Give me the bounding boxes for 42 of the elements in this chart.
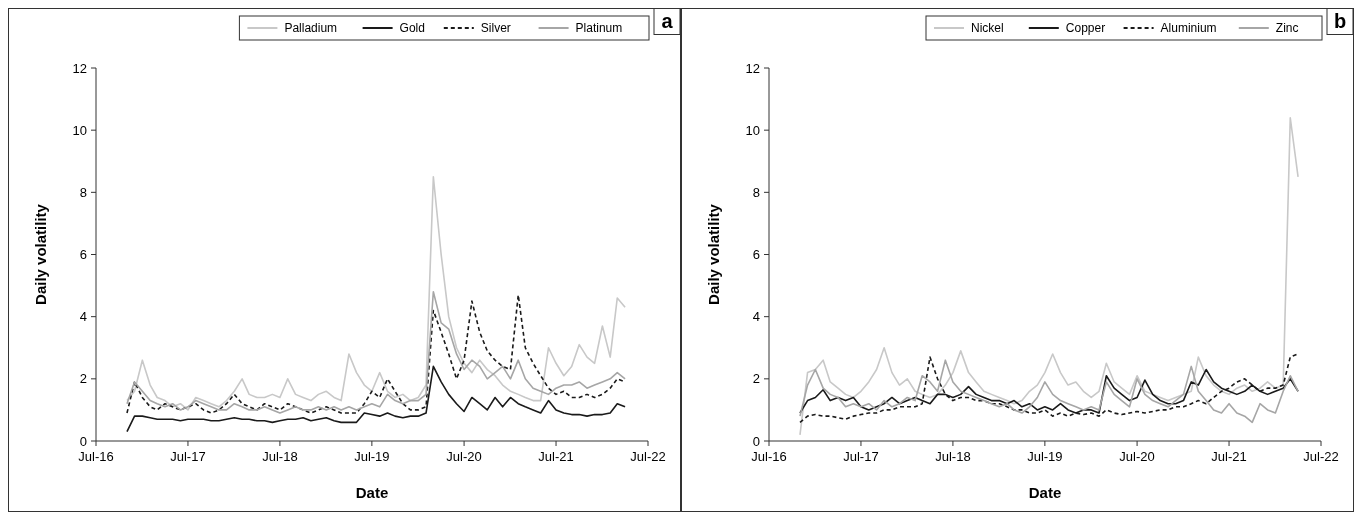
legend-label: Gold: [399, 21, 425, 36]
x-tick-label: Jul-16: [78, 449, 114, 464]
y-tick-label: 4: [752, 309, 760, 325]
y-tick-label: 0: [752, 433, 760, 449]
legend-label: Platinum: [575, 21, 623, 36]
text: b: [1333, 10, 1347, 32]
x-axis-title: Date: [1028, 484, 1062, 501]
y-tick-label: 6: [752, 247, 760, 263]
y-tick-label: 10: [745, 122, 760, 138]
y-tick-label: 12: [745, 60, 760, 76]
y-tick-label: 6: [79, 247, 87, 263]
x-tick-label: Jul-17: [170, 449, 206, 464]
x-tick-label: Jul-18: [935, 449, 971, 464]
y-tick-label: 10: [72, 122, 87, 138]
legend-label: Palladium: [284, 21, 338, 36]
x-tick-label: Jul-21: [1211, 449, 1247, 464]
x-tick-label: Jul-22: [630, 449, 666, 464]
text: a: [661, 10, 674, 32]
y-tick-label: 2: [752, 371, 760, 387]
x-axis-title: Date: [355, 484, 389, 501]
y-tick-label: 8: [79, 184, 87, 200]
y-tick-label: 12: [72, 60, 87, 76]
x-tick-label: Jul-17: [843, 449, 879, 464]
x-tick-label: Jul-19: [1027, 449, 1063, 464]
y-axis-title: Daily volatility: [32, 203, 49, 305]
x-tick-label: Jul-19: [354, 449, 390, 464]
y-axis-title: Daily volatility: [705, 203, 722, 305]
legend-label: Aluminium: [1160, 21, 1217, 36]
y-tick-label: 2: [79, 371, 87, 387]
y-tick-label: 4: [79, 309, 87, 325]
legend-label: Nickel: [971, 21, 1004, 36]
x-tick-label: Jul-18: [262, 449, 298, 464]
legend-label: Zinc: [1275, 21, 1299, 36]
y-tick-label: 8: [752, 184, 760, 200]
x-tick-label: Jul-20: [1119, 449, 1155, 464]
y-tick-label: 0: [79, 433, 87, 449]
x-tick-label: Jul-16: [751, 449, 787, 464]
x-tick-label: Jul-20: [446, 449, 482, 464]
legend-label: Silver: [480, 21, 511, 36]
legend-label: Copper: [1065, 21, 1106, 36]
x-tick-label: Jul-22: [1303, 449, 1339, 464]
x-tick-label: Jul-21: [538, 449, 574, 464]
